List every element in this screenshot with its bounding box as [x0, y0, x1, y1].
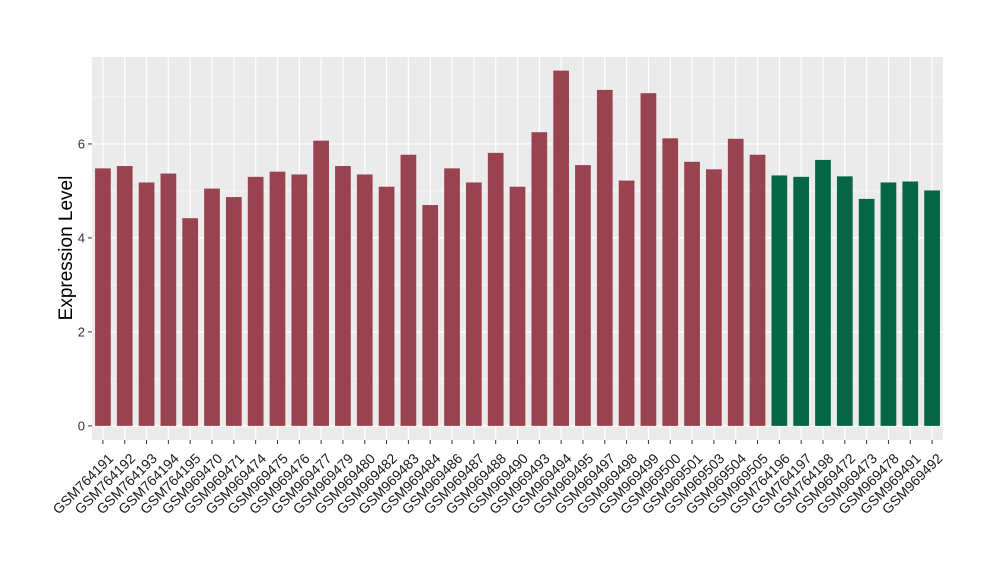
bar-GSM969486 — [444, 168, 460, 426]
bar-GSM969492 — [924, 190, 940, 426]
bar-GSM969475 — [269, 171, 286, 426]
bar-GSM969494 — [553, 70, 569, 426]
bar-GSM764194 — [160, 173, 177, 426]
bar-GSM969498 — [618, 180, 635, 426]
y-tick-label: 0 — [78, 418, 85, 433]
y-tick-label: 2 — [78, 324, 85, 339]
bar-GSM969504 — [727, 138, 744, 426]
bar-GSM969474 — [247, 176, 264, 426]
bar-GSM764192 — [116, 166, 133, 426]
bar-GSM969491 — [902, 181, 919, 426]
bar-GSM969499 — [640, 93, 657, 426]
bar-GSM764193 — [138, 182, 155, 426]
bar-GSM969490 — [509, 186, 526, 426]
bar-GSM969484 — [422, 205, 439, 426]
bar-GSM764191 — [95, 168, 111, 426]
bar-GSM969471 — [225, 197, 242, 426]
bar-GSM969480 — [356, 174, 373, 426]
y-axis: 0 2 4 6 — [78, 136, 92, 433]
bar-GSM764196 — [771, 175, 788, 426]
bar-GSM969488 — [487, 152, 504, 426]
bar-GSM969500 — [662, 138, 679, 426]
bar-GSM969482 — [378, 186, 395, 426]
bar-GSM969477 — [313, 140, 329, 426]
bar-GSM764198 — [815, 159, 831, 426]
bar-GSM969473 — [858, 198, 875, 426]
bar-GSM764195 — [182, 218, 199, 426]
bar-GSM969470 — [204, 188, 220, 426]
bar-GSM969503 — [706, 169, 722, 426]
y-axis-title: Expression Level — [56, 176, 77, 321]
bar-GSM969501 — [684, 161, 700, 426]
bar-GSM969472 — [836, 176, 853, 426]
bar-GSM969487 — [466, 182, 482, 426]
bars-group — [95, 70, 940, 426]
bar-GSM969497 — [596, 89, 613, 426]
bar-GSM969479 — [335, 166, 351, 426]
bar-GSM969505 — [749, 154, 766, 426]
bar-GSM969483 — [400, 154, 417, 426]
bar-GSM969495 — [575, 165, 591, 426]
bar-GSM764197 — [793, 176, 810, 426]
y-tick-label: 6 — [78, 136, 85, 151]
x-axis: GSM764191GSM764192GSM764193GSM764194GSM7… — [49, 440, 946, 517]
bar-GSM969476 — [291, 174, 308, 426]
bar-GSM969478 — [880, 182, 897, 426]
bar-GSM969493 — [531, 132, 548, 426]
y-tick-label: 4 — [78, 230, 85, 245]
